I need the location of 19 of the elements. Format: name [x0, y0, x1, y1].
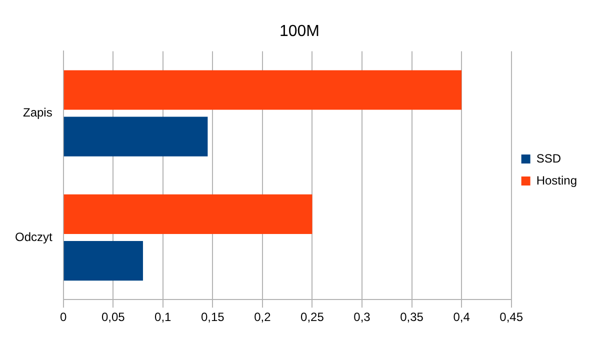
x-tick-label: 0,45	[500, 310, 524, 324]
y-tick-label: Odczyt	[15, 230, 54, 244]
bar	[64, 116, 208, 156]
x-tick-label: 0,35	[400, 310, 424, 324]
x-tick-label: 0,3	[354, 310, 371, 324]
x-tick-label: 0,25	[300, 310, 324, 324]
chart-title: 100M	[279, 23, 320, 40]
x-tick-label: 0,15	[200, 310, 225, 324]
bar	[64, 70, 462, 110]
x-tick-label: 0,05	[101, 310, 126, 324]
y-tick-label: Zapis	[23, 106, 52, 120]
x-tick-label: 0,2	[254, 310, 272, 324]
legend-label: SSD	[536, 151, 562, 166]
bar	[64, 240, 143, 281]
x-tick-label: 0	[60, 310, 67, 324]
x-tick-label: 0,4	[453, 310, 470, 324]
bar	[64, 194, 312, 234]
x-tick-label: 0,1	[154, 310, 172, 324]
legend-label: Hosting	[536, 173, 577, 188]
